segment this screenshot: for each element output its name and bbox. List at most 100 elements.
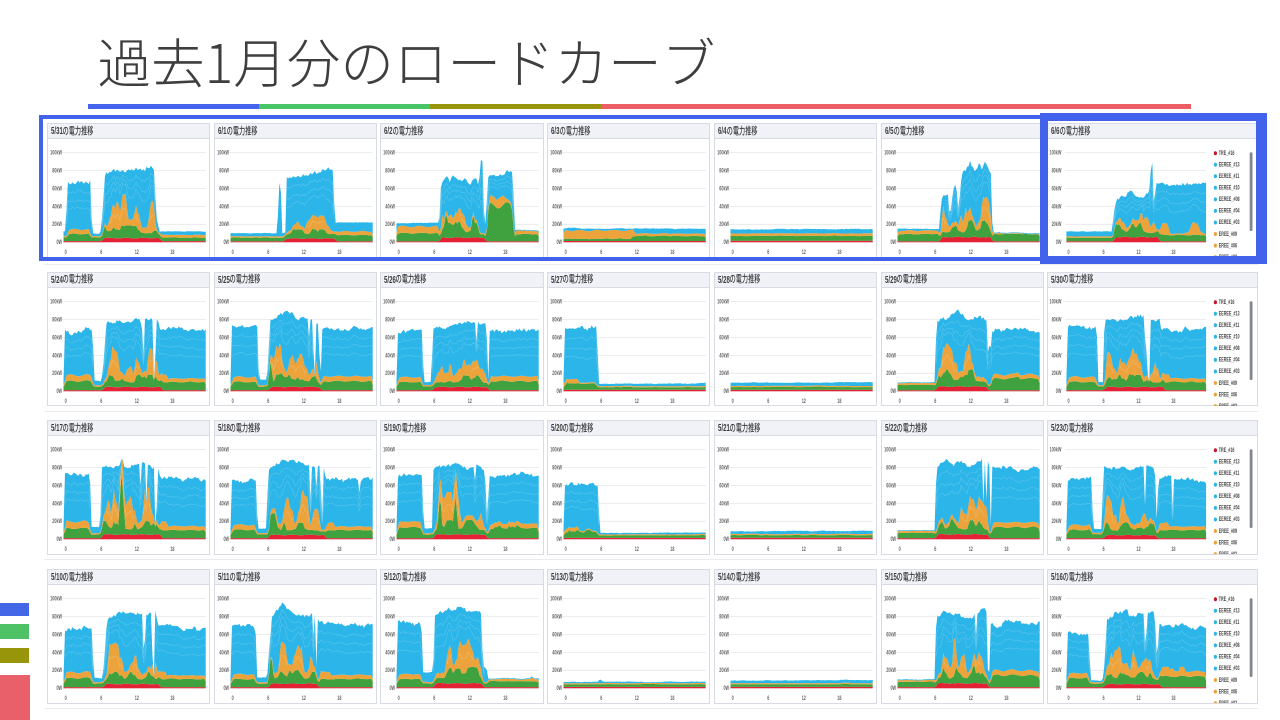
svg-text:80kW: 80kW	[719, 465, 729, 472]
svg-text:EREE_#02: EREE_#02	[1218, 700, 1236, 703]
svg-text:100kW: 100kW	[717, 596, 729, 603]
svg-text:80kW: 80kW	[386, 465, 396, 472]
svg-text:0W: 0W	[723, 685, 729, 692]
svg-text:20kW: 20kW	[719, 519, 729, 526]
svg-text:6: 6	[434, 546, 436, 553]
svg-text:0W: 0W	[1055, 388, 1061, 395]
svg-text:20kW: 20kW	[219, 667, 229, 674]
svg-text:60kW: 60kW	[52, 186, 62, 193]
svg-text:20kW: 20kW	[219, 519, 229, 526]
svg-text:0: 0	[231, 695, 233, 702]
svg-text:60kW: 60kW	[719, 186, 729, 193]
svg-text:0W: 0W	[890, 388, 896, 395]
svg-text:6: 6	[1102, 695, 1104, 702]
svg-text:EEREE_#13: EEREE_#13	[1218, 310, 1239, 317]
svg-text:TRE_#16: TRE_#16	[1218, 447, 1234, 454]
svg-text:100kW: 100kW	[717, 298, 729, 305]
svg-text:EEREE_#04: EEREE_#04	[1218, 357, 1239, 364]
svg-text:80kW: 80kW	[386, 316, 396, 323]
svg-text:18: 18	[837, 249, 841, 256]
svg-text:0: 0	[731, 398, 733, 405]
svg-text:40kW: 40kW	[52, 352, 62, 359]
svg-text:60kW: 60kW	[1051, 631, 1061, 638]
svg-text:18: 18	[337, 695, 341, 702]
svg-text:EEREE_#08: EEREE_#08	[1218, 345, 1239, 352]
svg-text:0W: 0W	[890, 685, 896, 692]
svg-text:0W: 0W	[56, 537, 62, 544]
svg-text:6: 6	[100, 249, 102, 256]
svg-text:0: 0	[565, 695, 567, 702]
svg-text:0W: 0W	[890, 239, 896, 246]
svg-text:18: 18	[1171, 249, 1175, 256]
svg-text:12: 12	[1136, 249, 1140, 256]
svg-text:0: 0	[565, 398, 567, 405]
svg-text:EREE_#06: EREE_#06	[1218, 688, 1236, 695]
svg-text:18: 18	[670, 695, 674, 702]
svg-text:18: 18	[670, 546, 674, 553]
svg-text:6: 6	[434, 249, 436, 256]
svg-text:6: 6	[600, 249, 602, 256]
svg-text:0W: 0W	[390, 388, 396, 395]
svg-text:EEREE_#03: EEREE_#03	[1218, 219, 1239, 226]
svg-text:0W: 0W	[223, 239, 229, 246]
svg-text:40kW: 40kW	[719, 203, 729, 210]
svg-text:0W: 0W	[890, 537, 896, 544]
svg-text:18: 18	[337, 546, 341, 553]
svg-text:100kW: 100kW	[884, 596, 896, 603]
svg-text:0: 0	[65, 546, 67, 553]
svg-text:6: 6	[934, 695, 936, 702]
svg-text:0: 0	[65, 249, 67, 256]
svg-text:60kW: 60kW	[386, 483, 396, 490]
svg-text:20kW: 20kW	[886, 370, 896, 377]
svg-text:20kW: 20kW	[886, 221, 896, 228]
svg-text:EREE_#06: EREE_#06	[1218, 391, 1236, 398]
svg-text:EEREE_#10: EEREE_#10	[1218, 333, 1239, 340]
svg-text:18: 18	[1171, 398, 1175, 405]
svg-text:0W: 0W	[557, 239, 563, 246]
svg-text:18: 18	[1171, 695, 1175, 702]
svg-text:40kW: 40kW	[719, 501, 729, 508]
svg-text:EEREE_#03: EEREE_#03	[1218, 665, 1239, 672]
svg-text:20kW: 20kW	[1051, 370, 1061, 377]
svg-text:TRE_#16: TRE_#16	[1218, 150, 1234, 157]
svg-text:100kW: 100kW	[50, 447, 62, 454]
svg-text:18: 18	[170, 398, 174, 405]
svg-text:EEREE_#10: EEREE_#10	[1218, 185, 1239, 192]
svg-text:12: 12	[968, 546, 972, 553]
svg-text:6: 6	[267, 398, 269, 405]
svg-text:6: 6	[434, 398, 436, 405]
svg-text:60kW: 60kW	[886, 334, 896, 341]
svg-text:6: 6	[100, 398, 102, 405]
svg-text:40kW: 40kW	[219, 501, 229, 508]
svg-text:60kW: 60kW	[1051, 334, 1061, 341]
svg-text:0W: 0W	[223, 388, 229, 395]
svg-text:40kW: 40kW	[1051, 203, 1061, 210]
svg-text:100kW: 100kW	[384, 150, 396, 157]
svg-text:100kW: 100kW	[1049, 150, 1061, 157]
svg-text:18: 18	[670, 249, 674, 256]
svg-text:0W: 0W	[557, 537, 563, 544]
svg-text:0: 0	[731, 249, 733, 256]
svg-text:100kW: 100kW	[550, 596, 562, 603]
svg-text:0: 0	[565, 546, 567, 553]
svg-text:40kW: 40kW	[719, 649, 729, 656]
svg-text:6: 6	[934, 398, 936, 405]
svg-text:0: 0	[898, 695, 900, 702]
svg-text:60kW: 60kW	[386, 186, 396, 193]
svg-text:20kW: 20kW	[1051, 221, 1061, 228]
svg-text:40kW: 40kW	[386, 649, 396, 656]
svg-text:0: 0	[65, 398, 67, 405]
svg-text:12: 12	[301, 398, 305, 405]
svg-text:0: 0	[231, 546, 233, 553]
svg-text:20kW: 20kW	[1051, 667, 1061, 674]
svg-text:20kW: 20kW	[386, 370, 396, 377]
svg-text:100kW: 100kW	[217, 298, 229, 305]
svg-text:0: 0	[398, 546, 400, 553]
svg-text:60kW: 60kW	[719, 483, 729, 490]
svg-text:100kW: 100kW	[50, 298, 62, 305]
svg-text:40kW: 40kW	[1051, 649, 1061, 656]
svg-text:12: 12	[301, 695, 305, 702]
svg-text:20kW: 20kW	[552, 370, 562, 377]
svg-text:60kW: 60kW	[552, 483, 562, 490]
svg-text:80kW: 80kW	[886, 316, 896, 323]
